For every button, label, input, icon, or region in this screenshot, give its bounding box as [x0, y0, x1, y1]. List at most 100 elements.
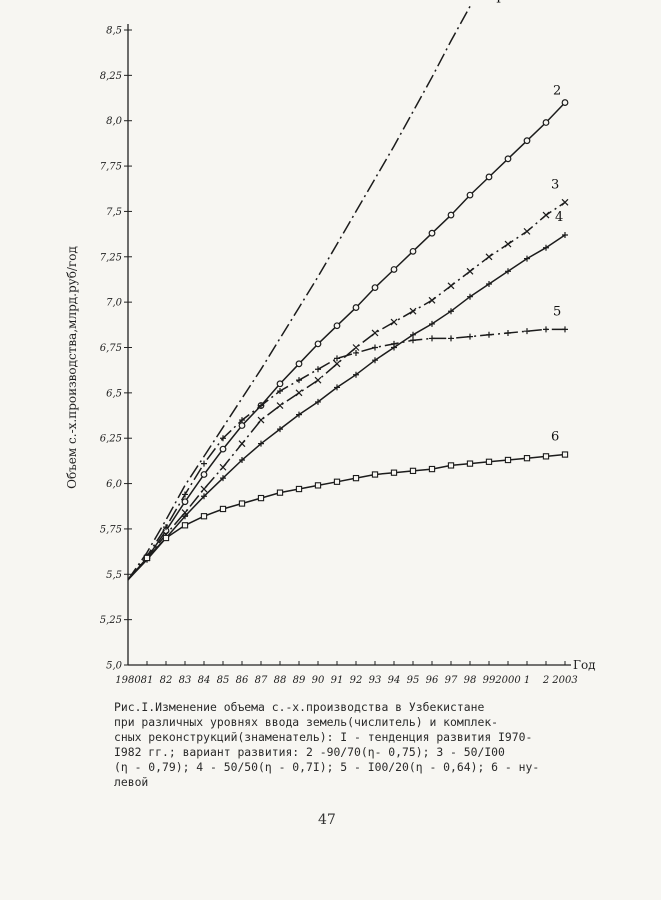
x-tick-label: 85	[217, 675, 230, 686]
series-label-5: 5	[553, 304, 561, 319]
data-point	[201, 493, 207, 500]
series-label-I: I	[496, 0, 501, 6]
data-point	[466, 267, 474, 275]
data-point	[390, 469, 398, 476]
series-label-6: 6	[551, 430, 559, 445]
data-point	[372, 344, 378, 351]
x-tick-label: 87	[255, 675, 268, 686]
line-chart: 5,0 5,25 5,5 5,75 6,0 6,25 6,5 6,75 7,0 7,25 7,5 7,…	[65, 0, 596, 686]
data-point	[466, 460, 474, 467]
data-point	[353, 349, 359, 356]
x-tick-label: 91	[331, 675, 344, 686]
x-tick-label: 86	[236, 675, 249, 686]
data-point	[524, 255, 530, 262]
data-point	[391, 340, 397, 347]
series-label-3: 3	[551, 177, 559, 192]
data-point	[486, 331, 492, 338]
y-axis-title: Объем с.-х.производства,млрд.руб/год	[65, 246, 79, 489]
data-point	[315, 366, 321, 373]
data-point	[353, 371, 359, 378]
series-labels: I 2 3 4 5 6	[496, 0, 563, 445]
data-point	[238, 422, 246, 429]
y-tick-label: 7,0	[106, 298, 123, 309]
data-point	[523, 137, 531, 145]
data-point	[447, 211, 455, 219]
x-tick-label: 96	[426, 675, 439, 686]
series-layer	[127, 6, 569, 581]
data-point	[448, 335, 454, 342]
data-point	[162, 534, 170, 542]
data-point	[562, 326, 568, 333]
data-point	[277, 426, 283, 433]
data-point	[543, 244, 549, 251]
x-tick-label: 81	[141, 675, 154, 686]
series-label-2: 2	[553, 84, 561, 99]
data-point	[295, 360, 303, 368]
x-tick-label: 89	[293, 675, 306, 686]
data-point	[181, 522, 189, 529]
y-tick-label: 6,5	[106, 388, 122, 399]
series-line	[127, 201, 566, 581]
x-tick-label: 92	[350, 675, 363, 686]
data-point	[219, 505, 227, 513]
data-point	[466, 191, 474, 199]
data-point	[181, 498, 189, 506]
data-point	[238, 500, 246, 507]
x-tick-label: 98	[464, 675, 477, 686]
data-point	[295, 485, 303, 493]
data-point	[524, 328, 530, 335]
data-point	[219, 463, 227, 471]
series-6	[127, 451, 569, 581]
data-point	[390, 266, 398, 273]
data-point	[200, 485, 208, 493]
x-tick-label: 99	[483, 675, 496, 686]
data-point	[371, 284, 379, 292]
y-tick-label: 7,25	[100, 252, 122, 263]
data-point	[182, 513, 188, 520]
figure-caption: Рис.I.Изменение объема с.-х.производства…	[114, 700, 540, 789]
data-point	[485, 458, 493, 465]
y-tick-label: 6,25	[100, 434, 122, 445]
data-point	[220, 475, 226, 482]
data-point	[277, 388, 283, 395]
data-point	[561, 451, 569, 458]
data-point	[371, 471, 379, 478]
y-tick-label: 8,0	[106, 116, 123, 127]
data-point	[258, 402, 264, 409]
data-point	[220, 435, 226, 442]
x-tick-label: 1	[524, 675, 530, 686]
y-tick-label: 7,5	[106, 207, 122, 218]
data-point	[429, 320, 435, 327]
data-point	[296, 411, 302, 418]
data-point	[352, 304, 360, 311]
x-tick-label: 2	[542, 675, 549, 686]
data-point	[334, 355, 340, 362]
data-point	[390, 318, 398, 326]
y-axis-ticks: 5,0 5,25 5,5 5,75 6,0 6,25 6,5 6,75 7,0 7,25 7,5 7,…	[100, 26, 132, 672]
x-tick-label: 95	[407, 675, 420, 686]
x-tick-label: 88	[274, 675, 287, 686]
data-point	[352, 474, 360, 482]
data-point	[543, 326, 549, 333]
series-label-4: 4	[555, 210, 563, 225]
x-tick-label: 2000	[494, 675, 521, 686]
data-point	[428, 296, 436, 304]
data-point	[505, 329, 511, 336]
data-point	[333, 478, 341, 485]
data-point	[257, 416, 265, 424]
data-point	[409, 307, 417, 315]
y-tick-label: 8,5	[106, 26, 122, 37]
page-number: 47	[318, 812, 336, 828]
data-point	[182, 491, 188, 498]
data-point	[334, 384, 340, 391]
y-tick-label: 5,75	[100, 524, 122, 535]
data-point	[314, 340, 322, 348]
data-point	[238, 440, 246, 448]
x-tick-label: 84	[198, 675, 211, 686]
data-point	[276, 489, 284, 496]
data-point	[333, 322, 341, 330]
data-point	[314, 376, 322, 384]
data-point	[485, 173, 493, 181]
data-point	[542, 453, 550, 460]
